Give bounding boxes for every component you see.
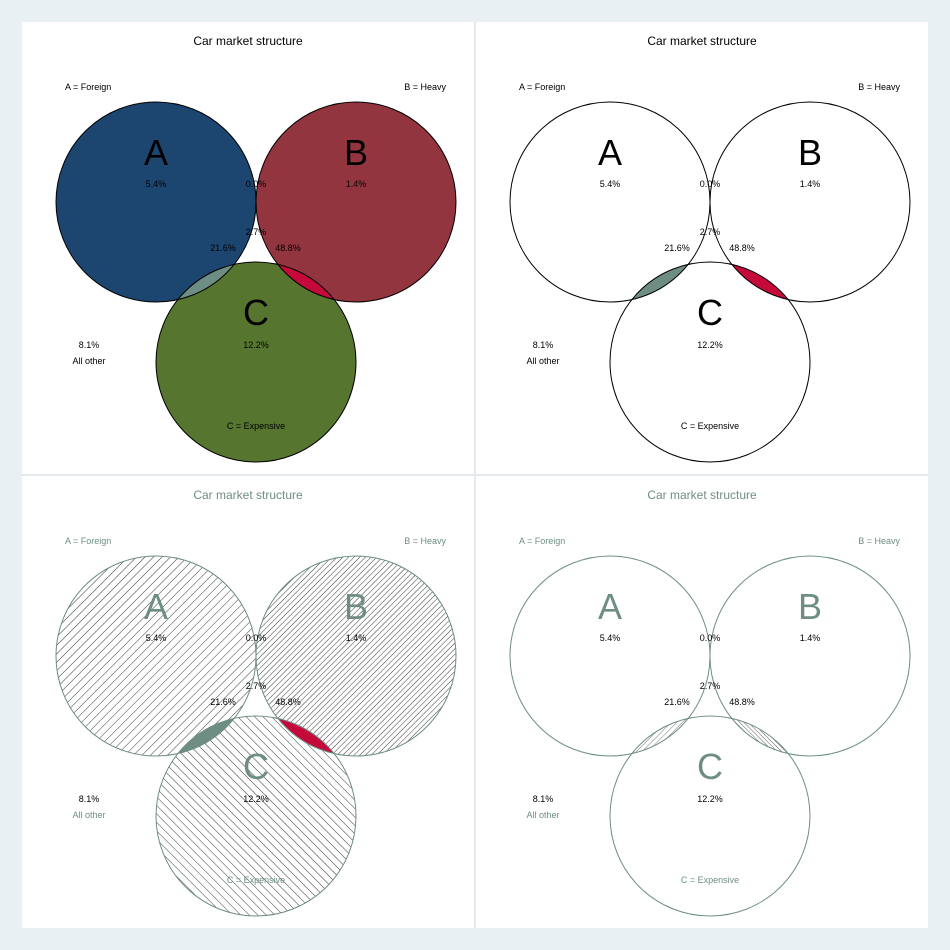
venn-panel-patterned: Car market structure A = Foreign B = Heavy… xyxy=(476,476,928,928)
region-c xyxy=(610,716,810,916)
letter-c: C xyxy=(243,292,269,333)
region-b xyxy=(710,101,910,303)
label-b: B = Heavy xyxy=(858,82,900,92)
letter-c: C xyxy=(243,746,269,787)
region-b xyxy=(255,101,457,303)
chart-title: Car market structure xyxy=(647,34,757,48)
region-c xyxy=(156,262,356,462)
venn-diagram: Car market structure A = Foreign B = Heavy… xyxy=(55,34,457,463)
value-bc: 48.8% xyxy=(729,243,755,253)
label-c: C = Expensive xyxy=(227,421,285,431)
value-ac: 21.6% xyxy=(210,697,236,707)
letter-b: B xyxy=(344,132,368,173)
chart-title: Car market structure xyxy=(647,488,757,502)
horizontal-divider xyxy=(22,474,928,476)
value-abc: 2.7% xyxy=(246,227,267,237)
value-ac: 21.6% xyxy=(664,243,690,253)
label-c: C = Expensive xyxy=(227,875,285,885)
value-c-only: 12.2% xyxy=(243,794,269,804)
value-ab: 0.0% xyxy=(246,179,267,189)
value-b-only: 1.4% xyxy=(346,633,367,643)
label-c: C = Expensive xyxy=(681,421,739,431)
all-other-value: 8.1% xyxy=(533,340,554,350)
all-other-label: All other xyxy=(526,356,559,366)
value-a-only: 5.4% xyxy=(600,633,621,643)
circle-b-outline xyxy=(255,101,457,303)
letter-c: C xyxy=(697,746,723,787)
circle-c-outline xyxy=(155,715,357,917)
value-abc: 2.7% xyxy=(246,681,267,691)
venn-diagram: Car market structure A = Foreign B = Heavy… xyxy=(55,488,457,917)
circle-b-outline xyxy=(709,101,911,303)
circle-c-outline xyxy=(155,261,357,463)
value-bc: 48.8% xyxy=(275,697,301,707)
venn-panel-hatched: Car market structure A = Foreign B = Heavy… xyxy=(22,476,474,928)
all-other-value: 8.1% xyxy=(79,794,100,804)
venn-panel-filled: Car market structure A = Foreign B = Heavy… xyxy=(22,22,474,474)
venn-grid: Car market structure A = Foreign B = Heavy… xyxy=(22,22,928,928)
value-c-only: 12.2% xyxy=(243,340,269,350)
letter-a: A xyxy=(598,132,622,173)
value-abc: 2.7% xyxy=(700,227,721,237)
chart-title: Car market structure xyxy=(193,488,303,502)
region-a xyxy=(55,101,257,303)
all-other-label: All other xyxy=(526,810,559,820)
all-other-value: 8.1% xyxy=(79,340,100,350)
region-a xyxy=(510,101,710,303)
venn-diagram: Car market structure A = Foreign B = Heavy… xyxy=(509,34,911,463)
letter-a: A xyxy=(144,132,168,173)
label-b: B = Heavy xyxy=(404,82,446,92)
region-c xyxy=(610,262,810,462)
value-bc: 48.8% xyxy=(275,243,301,253)
region-b xyxy=(255,555,457,757)
circle-c-outline xyxy=(609,261,811,463)
region-b xyxy=(710,555,910,757)
letter-b: B xyxy=(798,586,822,627)
chart-title: Car market structure xyxy=(193,34,303,48)
value-ab: 0.0% xyxy=(246,633,267,643)
label-a: A = Foreign xyxy=(65,82,111,92)
value-b-only: 1.4% xyxy=(800,633,821,643)
label-a: A = Foreign xyxy=(519,82,565,92)
letter-b: B xyxy=(344,586,368,627)
label-a: A = Foreign xyxy=(65,536,111,546)
all-other-label: All other xyxy=(72,810,105,820)
label-a: A = Foreign xyxy=(519,536,565,546)
letter-a: A xyxy=(144,586,168,627)
venn-panel-outline: Car market structure A = Foreign B = Heavy… xyxy=(476,22,928,474)
region-a xyxy=(55,555,257,757)
value-a-only: 5.4% xyxy=(146,633,167,643)
circle-b-outline xyxy=(709,555,911,757)
region-c xyxy=(156,716,356,916)
value-ab: 0.0% xyxy=(700,633,721,643)
value-bc: 48.8% xyxy=(729,697,755,707)
value-c-only: 12.2% xyxy=(697,794,723,804)
label-b: B = Heavy xyxy=(858,536,900,546)
all-other-label: All other xyxy=(72,356,105,366)
value-a-only: 5.4% xyxy=(146,179,167,189)
value-ac: 21.6% xyxy=(664,697,690,707)
all-other-value: 8.1% xyxy=(533,794,554,804)
value-abc: 2.7% xyxy=(700,681,721,691)
letter-a: A xyxy=(598,586,622,627)
venn-diagram: Car market structure A = Foreign B = Heavy… xyxy=(509,488,911,917)
circle-c-outline xyxy=(609,715,811,917)
letter-c: C xyxy=(697,292,723,333)
value-ab: 0.0% xyxy=(700,179,721,189)
value-b-only: 1.4% xyxy=(800,179,821,189)
value-c-only: 12.2% xyxy=(697,340,723,350)
region-a xyxy=(510,555,710,757)
value-b-only: 1.4% xyxy=(346,179,367,189)
value-a-only: 5.4% xyxy=(600,179,621,189)
value-ac: 21.6% xyxy=(210,243,236,253)
circle-b-outline xyxy=(255,555,457,757)
label-c: C = Expensive xyxy=(681,875,739,885)
letter-b: B xyxy=(798,132,822,173)
label-b: B = Heavy xyxy=(404,536,446,546)
